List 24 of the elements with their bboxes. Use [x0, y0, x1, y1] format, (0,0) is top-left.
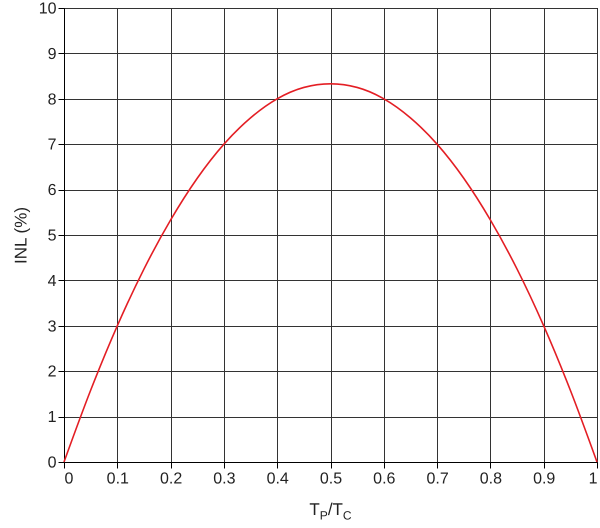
- y-tick-label: 1: [48, 409, 57, 426]
- x-tick-label: 0.1: [106, 470, 130, 488]
- x-tick-label: 0: [64, 470, 74, 488]
- x-tick-label: 0.7: [426, 470, 449, 488]
- y-axis-title: INL (%): [12, 207, 31, 264]
- y-tick-label: 6: [48, 182, 57, 200]
- x-tick-label: 0.3: [213, 470, 236, 488]
- x-tick-label: 0.8: [480, 470, 502, 488]
- y-tick-label: 5: [48, 228, 57, 244]
- x-tick-label: 0.2: [160, 470, 182, 488]
- x-axis-title: T$_{P}$/T$_{C}$: [308, 500, 353, 522]
- y-tick-label: 10: [38, 0, 57, 18]
- y-tick-label: 7: [48, 136, 57, 154]
- y-tick-label: 2: [48, 364, 57, 381]
- y-tick-label: 4: [48, 272, 57, 290]
- y-tick-label: 9: [48, 46, 57, 63]
- y-tick-label: 0: [48, 454, 57, 472]
- x-tick-label: 0.6: [373, 470, 396, 488]
- x-tick-label: 0.5: [320, 470, 342, 488]
- x-tick-label: 1: [588, 470, 598, 488]
- x-tick-label: 0.4: [266, 470, 289, 488]
- y-tick-label: 3: [48, 318, 57, 336]
- y-tick-label: 8: [48, 91, 57, 108]
- x-tick-label: 0.9: [533, 470, 556, 488]
